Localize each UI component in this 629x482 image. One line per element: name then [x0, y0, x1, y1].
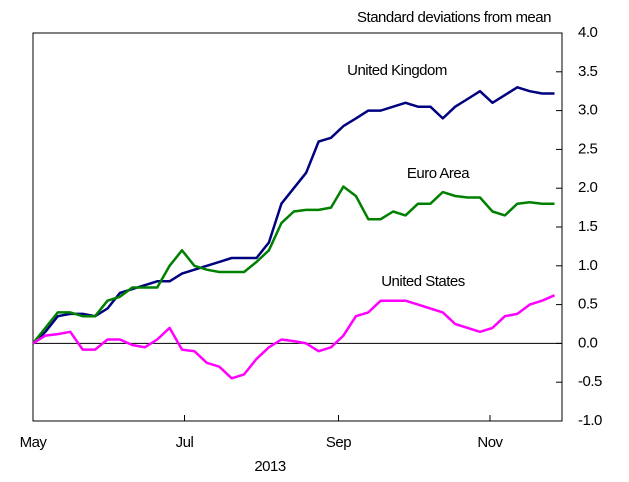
y-tick-label: 0.5 — [578, 296, 598, 313]
series-label: United States — [381, 273, 465, 290]
y-tick-label: 0.0 — [578, 334, 598, 351]
series-line — [32, 86, 555, 345]
plot-frame — [32, 32, 563, 422]
x-axis-label: 2013 — [254, 458, 286, 475]
series-label: Euro Area — [407, 165, 470, 182]
y-tick-label: 3.5 — [578, 63, 598, 80]
series-line — [32, 185, 555, 345]
y-tick-label: -1.0 — [578, 412, 602, 429]
y-tick-label: 2.5 — [578, 140, 598, 157]
x-tick-label: Sep — [326, 434, 351, 451]
y-tick-label: -0.5 — [578, 373, 602, 390]
series-line — [32, 294, 555, 380]
y-axis-label: Standard deviations from mean — [357, 9, 551, 26]
y-tick-label: 2.0 — [578, 179, 598, 196]
y-tick-label: 1.0 — [578, 257, 598, 274]
x-tick-label: May — [20, 434, 48, 451]
x-tick-label: Jul — [176, 434, 194, 451]
x-tick-label: Nov — [477, 434, 503, 451]
y-tick-label: 4.0 — [578, 24, 598, 41]
y-tick-label: 3.0 — [578, 102, 598, 119]
y-tick-label: 1.5 — [578, 218, 598, 235]
series-label: United Kingdom — [347, 62, 447, 79]
